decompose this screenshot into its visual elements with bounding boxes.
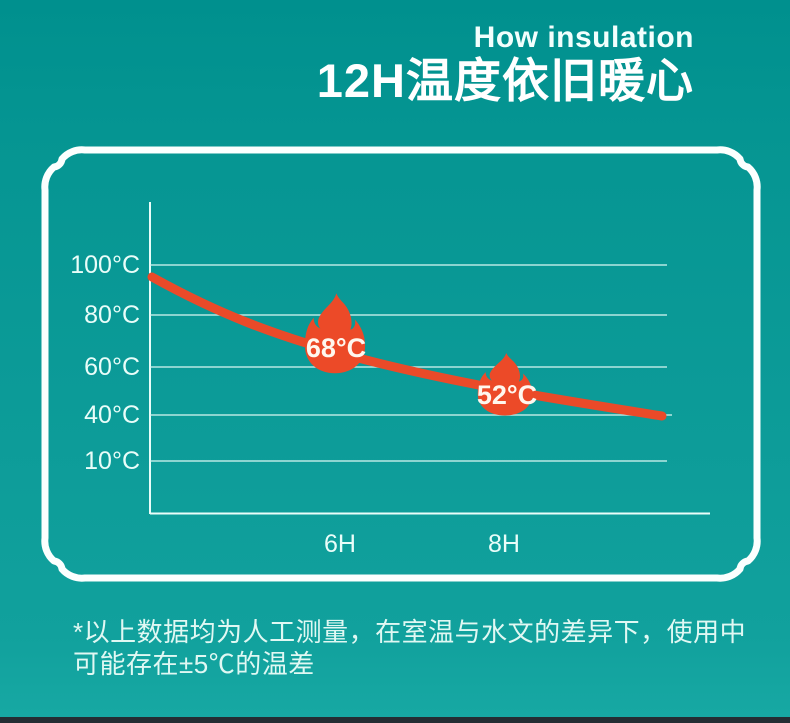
y-tick-10: 10°C bbox=[84, 447, 140, 475]
bottom-divider-bar bbox=[0, 717, 790, 723]
footnote-line2: 可能存在±5℃的温差 bbox=[73, 649, 315, 679]
flame-marker-6h: 68°C bbox=[304, 293, 366, 374]
y-tick-40: 40°C bbox=[84, 401, 140, 429]
y-tick-80: 80°C bbox=[84, 301, 140, 329]
x-axis-labels: 6H 8H bbox=[324, 530, 520, 558]
flame-marker-8h: 52°C bbox=[477, 353, 537, 416]
flame-icon bbox=[477, 353, 533, 416]
footnote: *以上数据均为人工测量，在室温与水文的差异下，使用中 可能存在±5℃的温差 bbox=[73, 616, 746, 680]
x-tick-8h: 8H bbox=[488, 530, 520, 558]
y-axis-labels: 100°C 80°C 60°C 40°C 10°C bbox=[70, 251, 140, 475]
header: How insulation 12H温度依旧暖心 bbox=[317, 22, 694, 106]
y-tick-100: 100°C bbox=[70, 251, 140, 279]
page-title: 12H温度依旧暖心 bbox=[316, 54, 694, 107]
temperature-curve bbox=[147, 272, 667, 421]
chart-grid bbox=[149, 202, 710, 515]
flame-temp-label-8h: 52°C bbox=[477, 380, 537, 410]
footnote-line1: *以上数据均为人工测量，在室温与水文的差异下，使用中 bbox=[73, 617, 747, 647]
decorative-frame bbox=[41, 146, 761, 582]
header-eyebrow: How insulation bbox=[473, 21, 694, 54]
x-tick-6h: 6H bbox=[324, 530, 356, 558]
y-tick-60: 60°C bbox=[84, 353, 140, 381]
flame-temp-label-6h: 68°C bbox=[306, 333, 366, 363]
flame-icon bbox=[304, 293, 366, 374]
